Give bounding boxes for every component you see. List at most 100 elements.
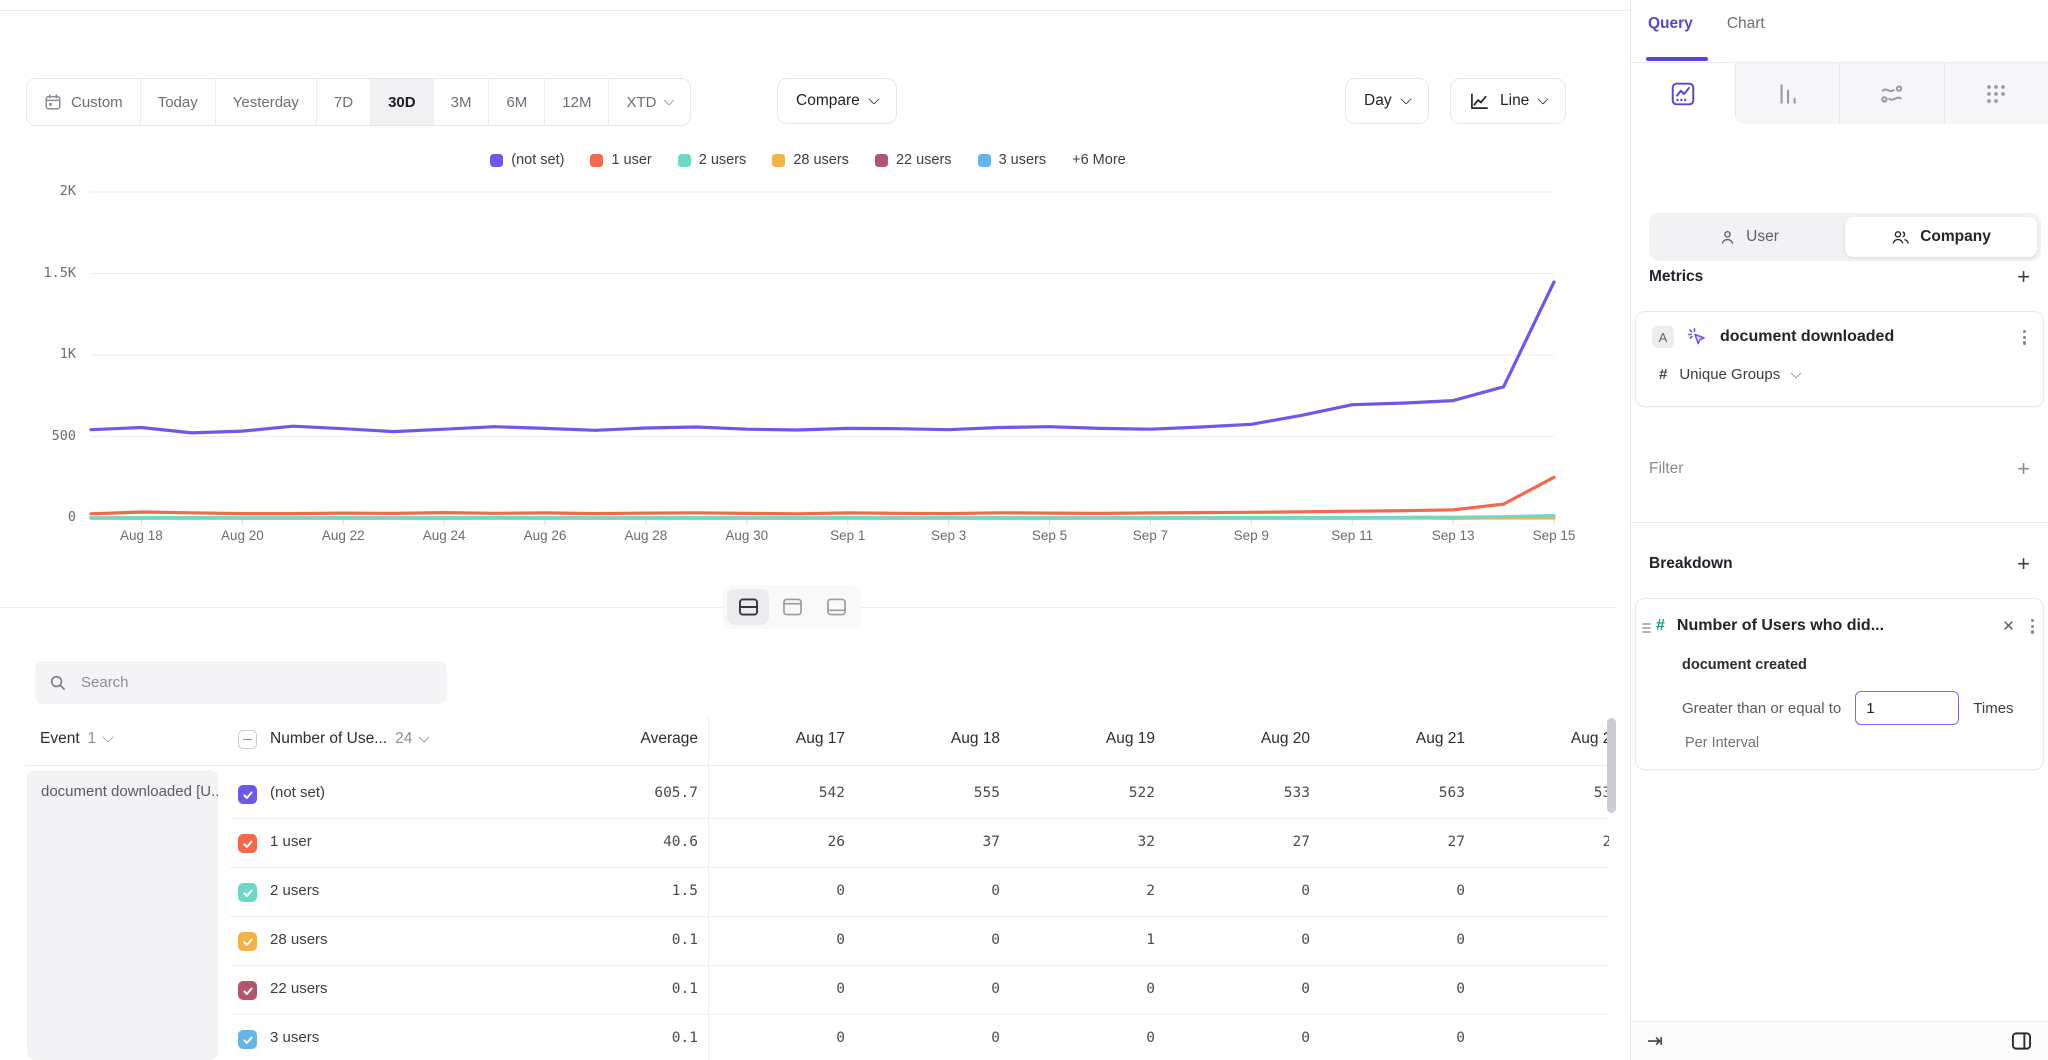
layout-split-button[interactable] [727, 589, 769, 625]
y-axis-label: 2K [59, 183, 76, 199]
add-filter-button[interactable]: + [2017, 456, 2030, 481]
tab-query[interactable]: Query [1648, 15, 1693, 32]
range-option-12m[interactable]: 12M [544, 79, 609, 125]
series-label: 2 users [270, 882, 320, 899]
series-header-label: Number of Use... [270, 730, 388, 747]
cell-value: 0 [1456, 883, 1465, 899]
cell-value: 1 [1146, 932, 1155, 948]
cell-value: 0 [836, 1030, 845, 1046]
select-all-checkbox[interactable] [238, 730, 257, 749]
range-label: 3M [450, 93, 472, 111]
x-axis-label: Sep 15 [1532, 528, 1576, 543]
series-checkbox[interactable] [238, 1030, 257, 1049]
range-option-6m[interactable]: 6M [488, 79, 545, 125]
cell-value: 0 [1146, 1030, 1155, 1046]
event-column-header[interactable]: Event 1 [40, 730, 114, 748]
cell-value: 0 [1483, 883, 1609, 899]
range-label: 30D [388, 93, 416, 111]
entity-option-company[interactable]: Company [1845, 217, 2037, 257]
cell-value: 27 [1447, 834, 1465, 850]
drag-handle-icon[interactable] [1642, 623, 1651, 633]
row-values: 542 555 522 533 563 533 [708, 785, 1609, 801]
legend-swatch [490, 153, 504, 167]
legend-more[interactable]: +6 More [1072, 152, 1126, 168]
vertical-scrollbar[interactable] [1607, 718, 1616, 813]
average-value: 0.1 [671, 981, 698, 997]
cell-value: 0 [1301, 932, 1310, 948]
event-name-cell[interactable]: document downloaded [U... [27, 770, 218, 1060]
layout-chart-only-button[interactable] [771, 589, 813, 625]
number-property-icon: # [1656, 617, 1665, 635]
tab-chart[interactable]: Chart [1726, 15, 1765, 32]
chart-type-tab-line-chart[interactable] [1631, 63, 1735, 124]
granularity-button[interactable]: Day [1345, 78, 1429, 124]
range-label: 7D [333, 93, 354, 111]
range-option-7d[interactable]: 7D [315, 79, 371, 125]
legend-item[interactable]: 22 users [874, 152, 952, 168]
legend-swatch [590, 153, 604, 167]
legend-item[interactable]: 28 users [772, 152, 849, 168]
cell-value: 27 [1292, 834, 1310, 850]
cell-value: 563 [1438, 785, 1465, 801]
x-axis-label: Aug 28 [624, 528, 668, 543]
series-checkbox[interactable] [238, 834, 257, 853]
add-metric-button[interactable]: + [2017, 264, 2030, 289]
series-checkbox[interactable] [238, 932, 257, 951]
chart-type-tab-grid-dots[interactable] [1943, 63, 2048, 124]
legend-item[interactable]: 1 user [590, 152, 652, 168]
cell-value: 0 [991, 883, 1000, 899]
breakdown-value-input[interactable] [1855, 691, 1960, 725]
series-checkbox[interactable] [238, 785, 257, 804]
range-option-yesterday[interactable]: Yesterday [214, 79, 316, 125]
event-click-icon [1687, 327, 1707, 347]
entity-option-user[interactable]: User [1653, 217, 1845, 257]
layout-table-only-button[interactable] [815, 589, 857, 625]
series-label: 3 users [270, 1029, 320, 1046]
cell-value: 0 [1301, 883, 1310, 899]
search-input[interactable] [79, 673, 433, 692]
range-option-3m[interactable]: 3M [432, 79, 489, 125]
series-checkbox[interactable] [238, 981, 257, 1000]
range-option-today[interactable]: Today [139, 79, 215, 125]
x-axis-label: Aug 30 [725, 528, 769, 543]
average-value: 605.7 [654, 785, 698, 801]
x-axis-label: Sep 1 [830, 528, 866, 543]
cell-value: 0 [1301, 1030, 1310, 1046]
series-column-header[interactable]: Number of Use... 24 [270, 730, 431, 748]
line-chart-icon [1469, 92, 1490, 111]
metrics-section-header: Metrics + [1649, 266, 2030, 288]
cell-value: 0 [1456, 932, 1465, 948]
compare-button[interactable]: Compare [777, 78, 897, 124]
breakdown-card: # Number of Users who did... ✕ document … [1635, 598, 2044, 770]
panel-tabs-divider [1631, 62, 2048, 63]
cell-value: 555 [973, 785, 1000, 801]
date-column-header: Aug 18 [950, 730, 1000, 747]
range-label: XTD [626, 93, 657, 111]
metric-kebab-menu[interactable] [2019, 326, 2030, 349]
panel-right-icon[interactable] [2011, 1031, 2032, 1051]
range-option-xtd[interactable]: XTD [608, 79, 691, 125]
series-checkbox[interactable] [238, 883, 257, 902]
panel-tabs: Query Chart [1648, 15, 1765, 47]
breakdown-card-title: Number of Users who did... [1676, 617, 1885, 635]
collapse-panel-icon[interactable]: ⇥ [1647, 1030, 1663, 1052]
legend-item[interactable]: 2 users [677, 152, 746, 168]
range-option-custom[interactable]: Custom [27, 79, 140, 125]
line-chart-framed-icon [1670, 81, 1696, 107]
breakdown-kebab-menu[interactable] [2027, 615, 2038, 638]
chart-type-button[interactable]: Line [1450, 78, 1567, 124]
cell-value: 2 [1146, 883, 1155, 899]
chevron-down-icon[interactable] [1790, 366, 1802, 379]
metric-card[interactable]: A document downloaded # Unique Groups [1635, 311, 2044, 407]
legend-label: 28 users [793, 152, 849, 168]
close-icon[interactable]: ✕ [2002, 618, 2015, 636]
cell-value: 542 [818, 785, 845, 801]
chart-type-tab-bar-chart[interactable] [1734, 63, 1839, 124]
legend-item[interactable]: 3 users [977, 152, 1046, 168]
chart-type-tab-stream[interactable] [1839, 63, 1944, 124]
legend-item[interactable]: (not set) [490, 152, 564, 168]
range-option-30d[interactable]: 30D [370, 79, 433, 125]
filter-section-header: Filter + [1649, 458, 2030, 480]
cell-value: 0 [836, 981, 845, 997]
add-breakdown-button[interactable]: + [2017, 551, 2030, 576]
